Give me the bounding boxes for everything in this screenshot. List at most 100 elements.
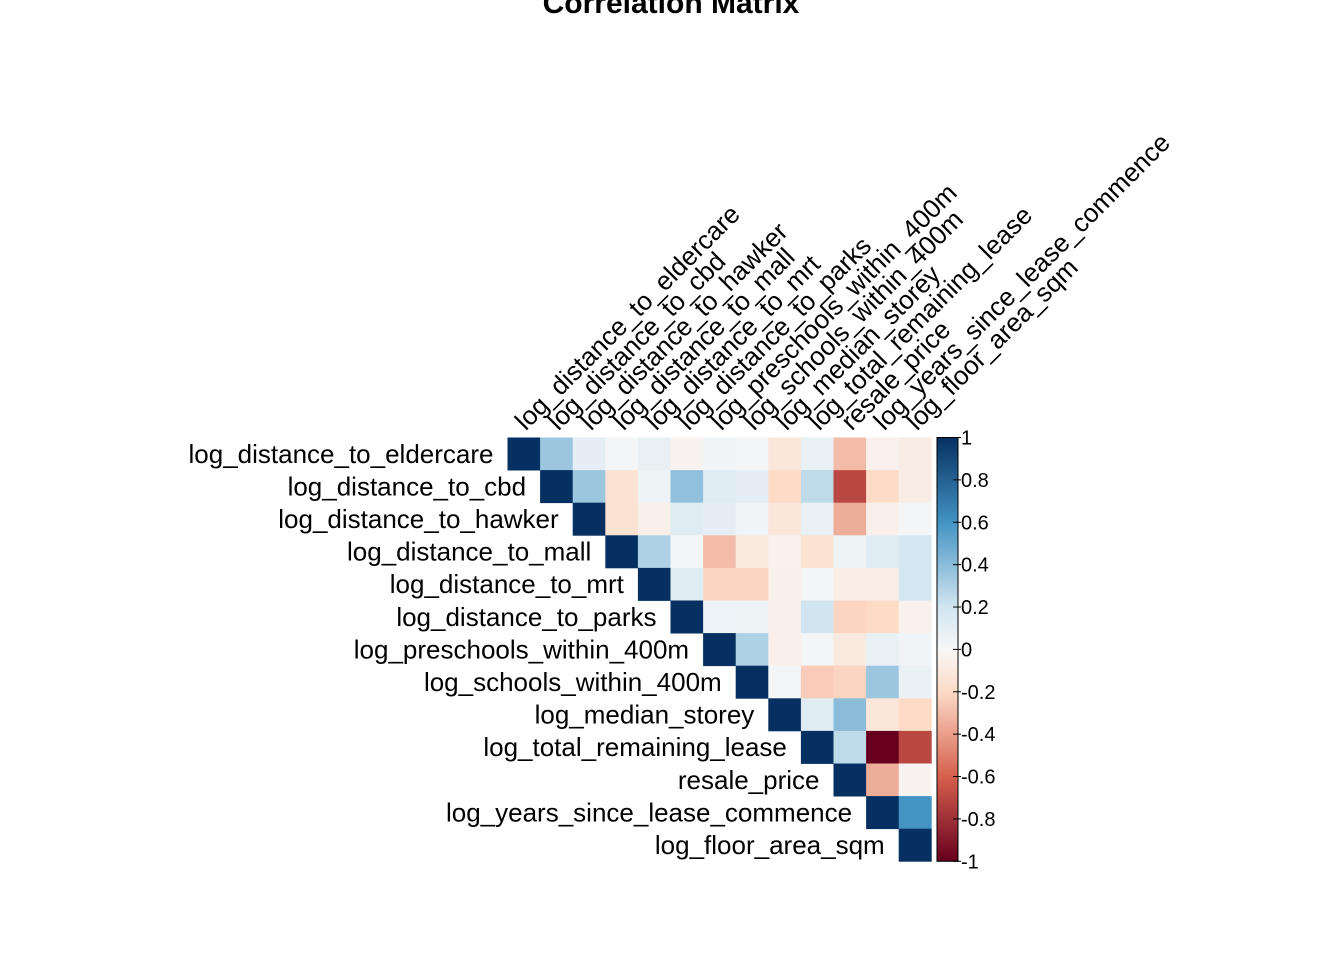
corr-cell-7-9 — [800, 665, 834, 699]
corr-cell-3-5 — [670, 535, 704, 569]
corr-cell-8-10 — [833, 698, 867, 732]
corr-cell-4-12 — [898, 567, 932, 601]
corr-cell-5-9 — [800, 600, 834, 634]
row-label: log_distance_to_hawker — [278, 504, 559, 534]
corr-cell-6-7 — [735, 633, 769, 667]
corr-cell-2-5 — [670, 502, 704, 536]
corr-cell-4-6 — [703, 567, 737, 601]
corr-cell-0-4 — [637, 437, 671, 471]
corr-cell-1-2 — [572, 470, 606, 504]
corr-cell-6-6 — [703, 633, 737, 667]
colorbar-tick-label: 0.4 — [961, 555, 989, 577]
corr-cell-0-10 — [833, 437, 867, 471]
corr-cell-2-10 — [833, 502, 867, 536]
corr-cell-0-7 — [735, 437, 769, 471]
corr-cell-8-8 — [768, 698, 802, 732]
corr-cell-1-8 — [768, 470, 802, 504]
colorbar-tick-label: -0.8 — [961, 809, 995, 831]
corr-cell-11-11 — [866, 796, 900, 830]
corr-cell-7-7 — [735, 665, 769, 699]
corr-cell-5-10 — [833, 600, 867, 634]
row-label: log_distance_to_mrt — [390, 569, 625, 599]
corr-cell-9-12 — [898, 730, 932, 764]
row-label: log_total_remaining_lease — [483, 732, 787, 762]
corr-cell-0-8 — [768, 437, 802, 471]
corr-cell-1-9 — [800, 470, 834, 504]
corr-cell-4-8 — [768, 567, 802, 601]
corr-cell-8-9 — [800, 698, 834, 732]
corr-cell-3-11 — [866, 535, 900, 569]
corr-cell-4-4 — [637, 567, 671, 601]
corr-cell-1-3 — [605, 470, 639, 504]
corr-cell-8-12 — [898, 698, 932, 732]
corr-cell-3-6 — [703, 535, 737, 569]
corr-cell-5-6 — [703, 600, 737, 634]
corr-cell-1-1 — [540, 470, 574, 504]
corr-cell-1-4 — [637, 470, 671, 504]
corr-cell-2-12 — [898, 502, 932, 536]
corr-cell-5-5 — [670, 600, 704, 634]
row-label: log_distance_to_parks — [396, 602, 656, 632]
corr-cell-12-12 — [898, 828, 932, 862]
corr-cell-0-2 — [572, 437, 606, 471]
corr-cell-1-6 — [703, 470, 737, 504]
corr-cell-4-11 — [866, 567, 900, 601]
corr-cell-2-11 — [866, 502, 900, 536]
corr-cell-4-9 — [800, 567, 834, 601]
row-label: log_schools_within_400m — [424, 667, 722, 697]
corr-cell-3-10 — [833, 535, 867, 569]
colorbar-tick-label: 0.6 — [961, 512, 989, 534]
corr-cell-1-5 — [670, 470, 704, 504]
corr-cell-2-8 — [768, 502, 802, 536]
corr-cell-6-8 — [768, 633, 802, 667]
corr-cell-10-11 — [866, 763, 900, 797]
row-label: log_distance_to_cbd — [288, 471, 527, 501]
corr-cell-2-9 — [800, 502, 834, 536]
corr-cell-7-11 — [866, 665, 900, 699]
corr-cell-1-7 — [735, 470, 769, 504]
row-label: log_distance_to_eldercare — [189, 439, 494, 469]
corr-cell-0-9 — [800, 437, 834, 471]
corr-cell-11-12 — [898, 796, 932, 830]
corr-cell-6-9 — [800, 633, 834, 667]
colorbar-tick-label: -0.4 — [961, 724, 995, 746]
corr-cell-3-4 — [637, 535, 671, 569]
corr-cell-4-10 — [833, 567, 867, 601]
corr-cell-7-10 — [833, 665, 867, 699]
corr-cell-0-6 — [703, 437, 737, 471]
corr-cell-5-12 — [898, 600, 932, 634]
corr-cell-3-12 — [898, 535, 932, 569]
corr-cell-1-12 — [898, 470, 932, 504]
colorbar-tick-label: 0 — [961, 639, 972, 661]
corr-cell-4-7 — [735, 567, 769, 601]
corr-cell-2-6 — [703, 502, 737, 536]
row-label: log_years_since_lease_commence — [446, 797, 852, 827]
corr-cell-3-9 — [800, 535, 834, 569]
corr-cell-9-10 — [833, 730, 867, 764]
corr-cell-2-3 — [605, 502, 639, 536]
row-label: log_distance_to_mall — [347, 537, 591, 567]
corr-cell-6-10 — [833, 633, 867, 667]
colorbar-tick-label: 1 — [961, 428, 972, 450]
row-label: resale_price — [678, 765, 820, 795]
corr-cell-10-10 — [833, 763, 867, 797]
corr-cell-2-2 — [572, 502, 606, 536]
corr-cell-5-7 — [735, 600, 769, 634]
corr-cell-7-12 — [898, 665, 932, 699]
colorbar-tick-label: 0.8 — [961, 470, 989, 492]
corr-cell-0-0 — [507, 437, 541, 471]
colorbar-tick-label: -0.6 — [961, 767, 995, 789]
corr-cell-0-5 — [670, 437, 704, 471]
corr-cell-3-7 — [735, 535, 769, 569]
corr-cell-6-11 — [866, 633, 900, 667]
colorbar-tick-label: 0.2 — [961, 597, 989, 619]
corr-cell-0-3 — [605, 437, 639, 471]
corr-cell-3-3 — [605, 535, 639, 569]
row-label: log_median_storey — [535, 700, 755, 730]
row-label: log_preschools_within_400m — [354, 634, 689, 664]
colorbar-tick-label: -1 — [961, 851, 979, 873]
corr-cell-0-1 — [540, 437, 574, 471]
chart-title: Correlation Matrix — [543, 0, 800, 20]
